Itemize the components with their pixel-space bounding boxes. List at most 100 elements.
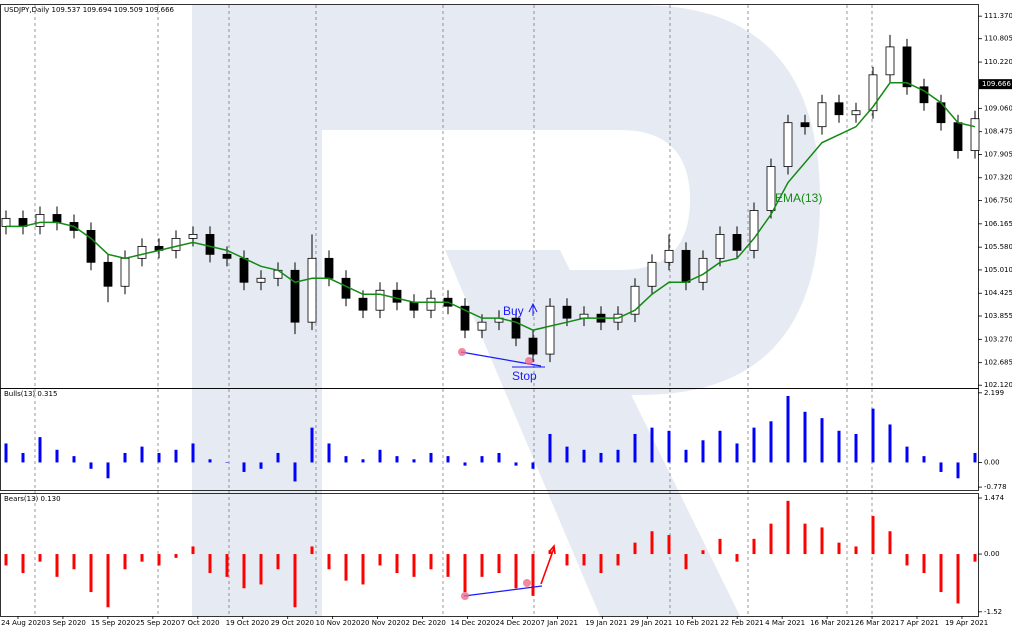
candle-body [902,46,912,88]
y-tick-label: 110.220 [984,58,1012,66]
histogram-bar [140,554,144,562]
histogram-bar [803,523,807,555]
price-panel-title: USDJPY,Daily 109.537 109.694 109.509 109… [4,6,175,14]
histogram-bar [446,456,450,463]
histogram-bar [225,462,229,463]
histogram-bar [497,452,501,463]
x-tick-label: 26 Mar 2021 [855,619,899,627]
y-tick-label: -0.778 [984,483,1007,491]
histogram-bar [293,554,297,608]
histogram-bar [497,554,501,574]
histogram-bar [973,554,977,562]
histogram-bar [871,408,875,463]
candle-body [171,237,181,251]
x-tick-label: 10 Nov 2020 [316,619,361,627]
histogram-bar [480,456,484,463]
histogram-bar [21,554,25,574]
histogram-bar [599,554,603,574]
candle-body [800,122,810,128]
histogram-bar [361,554,365,585]
histogram-bar [684,449,688,463]
y-tick-label: 0.00 [984,458,1000,466]
histogram-bar [412,554,416,577]
histogram-bar [327,554,331,570]
histogram-bar [718,538,722,555]
histogram-bar [582,554,586,566]
x-tick-label: 22 Feb 2021 [720,619,764,627]
x-tick-label: 25 Sep 2020 [136,619,180,627]
histogram-bar [531,554,535,596]
x-tick-label: 7 Jan 2021 [540,619,578,627]
x-tick-label: 20 Nov 2020 [361,619,406,627]
histogram-bar [888,531,892,555]
histogram-bar [276,554,280,570]
histogram-bar [106,462,110,479]
candle-body [834,102,844,116]
histogram-bar [123,554,127,570]
candle-body [1,218,11,227]
candle-body [647,261,657,287]
histogram-bar [531,462,535,469]
histogram-bar [395,456,399,463]
x-tick-label: 24 Aug 2020 [1,619,46,627]
histogram-bar [429,452,433,463]
histogram-bar [378,449,382,463]
histogram-bar [259,554,263,585]
histogram-bar [803,411,807,463]
candle-body [545,305,555,355]
x-tick-label: 7 Apr 2021 [900,619,939,627]
y-tick-label: 105.580 [984,243,1012,251]
histogram-bar [106,554,110,608]
candle-body [222,253,232,259]
histogram-bar [123,452,127,463]
histogram-bar [633,433,637,463]
y-tick-label: 105.010 [984,266,1012,274]
histogram-bar [854,433,858,463]
candle-body [732,234,742,251]
candle-body [86,230,96,263]
histogram-bar [956,462,960,479]
histogram-bar [769,421,773,463]
histogram-bar [667,535,671,555]
candle-body [783,122,793,167]
histogram-bar [21,452,25,463]
histogram-bar [820,527,824,555]
x-tick-label: 3 Sep 2020 [46,619,86,627]
histogram-bar [378,554,382,566]
y-tick-label: 0.00 [984,550,1000,558]
y-tick-label: 1.474 [984,494,1005,502]
histogram-bar [667,430,671,463]
y-tick-label: 104.425 [984,289,1012,297]
candle-body [460,305,470,331]
histogram-bar [837,430,841,463]
histogram-bar [735,443,739,463]
stop-label: Stop [512,369,537,383]
ema-label: EMA(13) [775,191,822,205]
candle-body [307,257,317,323]
histogram-bar [905,554,909,566]
x-tick-label: 24 Dec 2020 [495,619,540,627]
candle-body [392,289,402,303]
histogram-bar [939,462,943,472]
histogram-bar [55,554,59,577]
y-tick-label: 103.270 [984,335,1012,343]
histogram-bar [310,427,314,463]
histogram-bar [361,459,365,463]
histogram-bar [310,546,314,555]
histogram-bar [89,554,93,593]
candle-body [528,337,538,355]
histogram-bar [514,462,518,466]
candle-body [205,234,215,255]
histogram-bar [786,395,790,463]
candle-body [120,257,130,287]
candle-body [664,249,674,263]
histogram-bar [174,449,178,463]
histogram-bar [752,538,756,555]
histogram-bar [752,427,756,463]
histogram-bar [718,430,722,463]
candle-body [239,257,249,283]
ema-line [6,82,976,331]
candle-body [511,317,521,339]
candle-body [919,86,929,104]
